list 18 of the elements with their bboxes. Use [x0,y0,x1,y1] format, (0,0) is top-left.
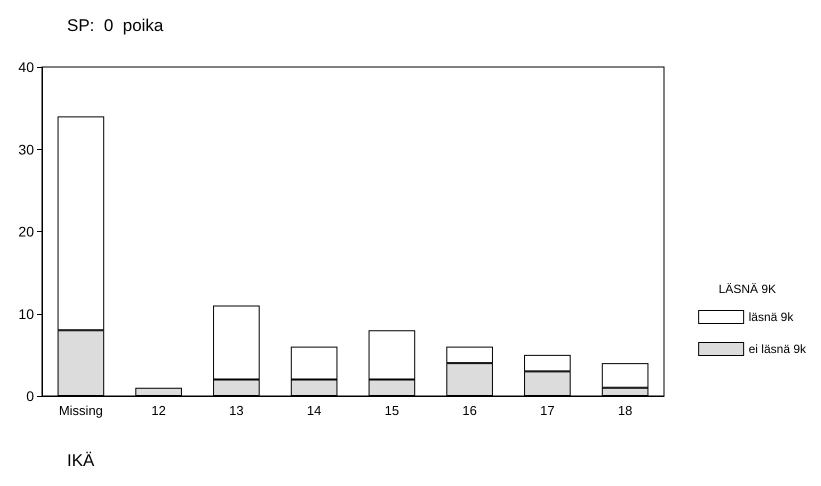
y-tick-label: 10 [18,306,34,322]
x-tick-label: 13 [229,403,244,418]
legend-label: ei läsnä 9k [748,342,807,356]
x-tick-label: 12 [151,403,166,418]
y-tick-label: 40 [18,59,34,75]
legend-label: läsnä 9k [748,310,794,324]
x-tick-label: 15 [384,403,400,418]
x-axis-title: IKÄ [67,451,96,470]
x-tick-label: 16 [462,403,477,418]
y-tick-label: 0 [26,388,34,404]
x-tick-label: 17 [540,403,555,418]
x-tick-label: 14 [306,403,322,418]
y-tick-label: 30 [18,141,34,158]
x-tick-label: 18 [618,403,632,418]
x-tick-label: Missing [58,403,103,418]
y-tick-label: 20 [18,224,34,240]
chart-title: SP: 0 poika [67,16,164,35]
legend-title: LÄSNÄ 9K [718,282,776,296]
